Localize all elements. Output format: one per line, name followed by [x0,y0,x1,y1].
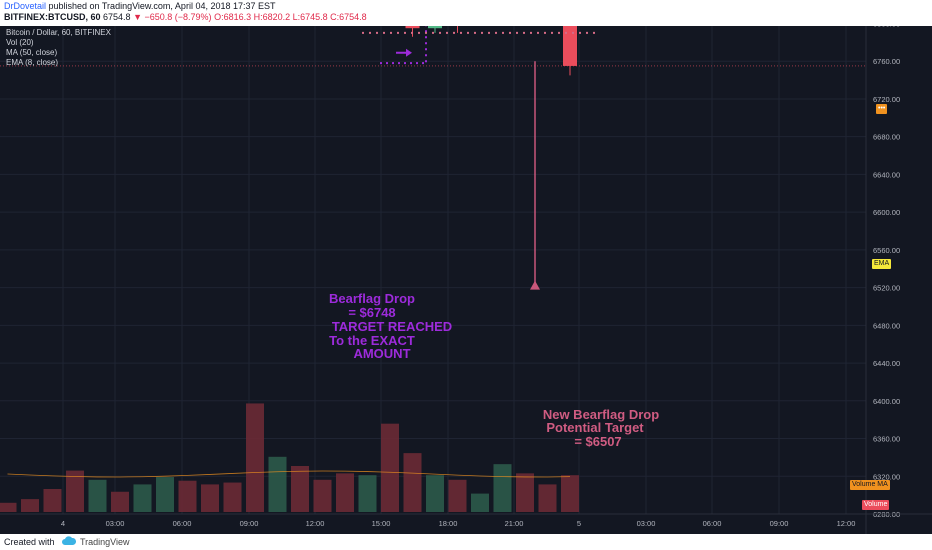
volume-bar [133,484,152,512]
volume-bar [313,479,332,512]
time-tick-label: 09:00 [770,519,789,528]
time-tick-label: 09:00 [240,519,259,528]
volume-bar [43,489,62,512]
price-tick-label: 6560.00 [873,246,900,255]
volume-bars [0,403,579,512]
volume-bar [156,477,174,512]
publish-info: published on TradingView.com, April 04, … [46,1,276,11]
new-target-arrowhead-icon [530,280,540,290]
time-tick-label: 06:00 [703,519,722,528]
time-tick-label: 12:00 [306,519,325,528]
legend-ema: EMA (8, close) [6,58,59,67]
volume-bar [358,475,377,512]
candle [457,26,458,33]
volume-bar [493,464,512,512]
author-link[interactable]: DrDovetail [4,1,47,11]
time-tick-label: 5 [577,519,581,528]
ohlc-values: O:6816.3 H:6820.2 L:6745.8 C:6754.8 [214,12,367,22]
price-tick-label: 6800.00 [873,26,900,28]
volume-bar [178,480,197,512]
volume-bar [426,475,444,512]
price-tick-label: 6720.00 [873,95,900,104]
publish-line: DrDovetail published on TradingView.com,… [4,1,276,11]
volume-ma-tag: Volume MA [850,480,890,490]
target-arrow-icon [396,48,412,57]
price-tick-label: 6640.00 [873,170,900,179]
created-with-label: Created with [4,537,55,547]
symbol-line: BITFINEX:BTCUSD, 60 6754.8 ▼ −650.8 (−8.… [4,12,367,22]
volume-bar [0,502,17,512]
new-target-annotation-line: = $6507 [574,434,621,449]
volume-bar [66,470,84,512]
time-tick-label: 18:00 [439,519,458,528]
volume-bar [88,479,107,512]
volume-bar [336,473,354,512]
price-tick-label: 6680.00 [873,133,900,142]
price-tick-label: 6520.00 [873,284,900,293]
legend-volume: Vol (20) [6,38,34,47]
volume-bar [246,403,264,512]
candle [405,26,420,37]
volume-ma-line [7,470,571,478]
candle-body [563,26,577,66]
time-tick-label: 12:00 [837,519,856,528]
volume-bar [111,491,129,512]
last-price: 6754.8 [103,12,131,22]
time-tick-label: 06:00 [173,519,192,528]
volume-bar [268,456,287,512]
candle [563,26,577,76]
volume-bar [538,484,557,512]
legend: Bitcoin / Dollar, 60, BITFINEX Vol (20) … [6,28,111,68]
volume-bar [561,475,579,512]
time-tick-label: 15:00 [372,519,391,528]
candle-body [405,26,420,29]
new-target-annotation-line: New Bearflag Drop [543,407,659,422]
footer: Created with TradingView [0,534,932,550]
price-tick-label: 6480.00 [873,321,900,330]
candle-body [428,26,442,29]
ma-tag: ••• [876,104,888,114]
symbol-label: BITFINEX:BTCUSD, 60 [4,12,101,22]
volume-bar [471,493,489,512]
candlestick-chart[interactable]: 6280.006320.006360.006400.006440.006480.… [0,26,932,534]
grid [0,26,866,515]
bearflag-annotation-line: AMOUNT [353,346,410,361]
time-tick-label: 21:00 [505,519,524,528]
time-tick-label: 4 [61,519,65,528]
time-tick-label: 03:00 [106,519,125,528]
volume-bar [381,423,399,512]
candle [428,26,442,33]
bearflag-annotation-line: TARGET REACHED [332,319,452,334]
volume-bar [403,453,422,512]
price-tick-label: 6440.00 [873,359,900,368]
volume-bar [448,479,467,512]
volume-bar [291,466,309,512]
tradingview-brand[interactable]: TradingView [80,537,130,547]
price-tick-label: 6400.00 [873,397,900,406]
new-target-annotation-line: Potential Target [546,420,644,435]
bearflag-annotation-line: Bearflag Drop [329,291,415,306]
volume-bar [201,484,219,512]
price-change: ▼ −650.8 (−8.79%) [133,12,212,22]
legend-ma: MA (50, close) [6,48,58,57]
volume-bar [223,482,242,512]
chart-header: DrDovetail published on TradingView.com,… [0,0,932,26]
chart-area[interactable]: 6280.00 6320.00 6360.00 6400.00 6440.00 6480.… [0,26,932,534]
volume-tag: Volume [862,500,890,510]
time-tick-label: 03:00 [637,519,656,528]
price-tick-label: 6320.00 [873,472,900,481]
bearflag-annotation-line: = $6748 [348,305,395,320]
candles [405,26,577,76]
legend-title: Bitcoin / Dollar, 60, BITFINEX [6,28,111,37]
volume-bar [21,499,39,512]
ema-tag: EMA [872,259,892,269]
bearflag-annotation-line: To the EXACT [329,333,415,348]
volume-bar [516,473,534,512]
price-tick-label: 6360.00 [873,435,900,444]
price-tick-label: 6760.00 [873,57,900,66]
price-tick-label: 6600.00 [873,208,900,217]
tradingview-cloud-icon [62,536,76,545]
